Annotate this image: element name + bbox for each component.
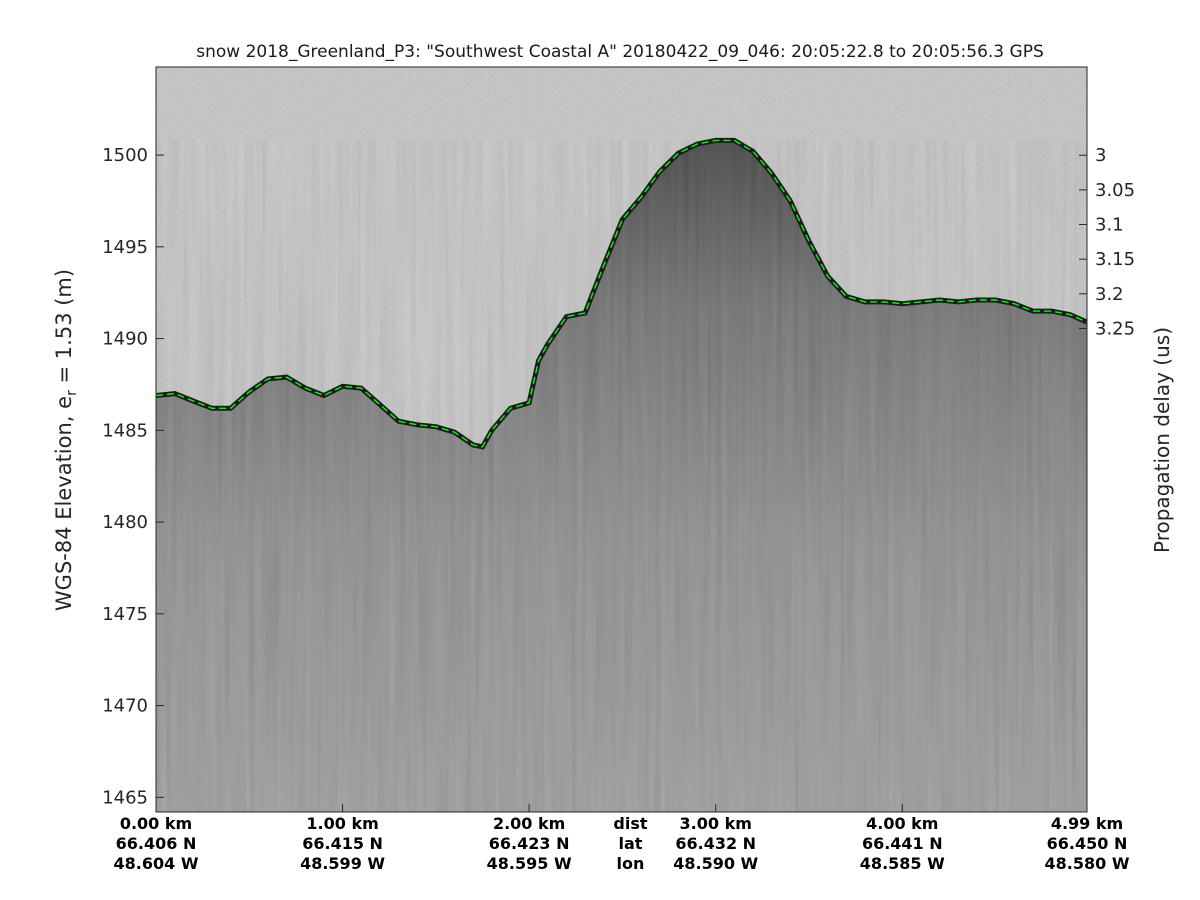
left-tick-label: 1500: [102, 145, 148, 166]
left-tick-label: 1485: [102, 420, 148, 441]
x-tick-lat-label: 66.441 N: [862, 834, 943, 853]
right-tick-label: 3.25: [1095, 318, 1135, 339]
x-tick-lat-label: 66.423 N: [489, 834, 570, 853]
x-tick-dist-label: 3.00 km: [680, 814, 752, 833]
x-tick-lat-label: 66.415 N: [302, 834, 383, 853]
x-tick-dist-label: 4.99 km: [1051, 814, 1123, 833]
x-tick-lon-label: 48.580 W: [1045, 854, 1130, 873]
x-tick-lon-label: 48.585 W: [860, 854, 945, 873]
left-tick-label: 1480: [102, 512, 148, 533]
x-tick-lon-label: 48.599 W: [300, 854, 385, 873]
x-tick-dist-label: 1.00 km: [306, 814, 378, 833]
left-axis: 1465 1470 1475 1480 1485 1490 1495 1500: [102, 145, 164, 808]
right-axis: 3 3.05 3.1 3.15 3.2 3.25: [1079, 145, 1135, 339]
subsurface-streaks: [156, 140, 1087, 812]
y-axis-label-right: Propagation delay (us): [1150, 326, 1174, 554]
x-row-label-lat: lat: [618, 834, 642, 853]
left-tick-label: 1490: [102, 329, 148, 350]
y-axis-label-left: WGS-84 Elevation, er = 1.53 (m): [51, 268, 81, 612]
right-tick-label: 3: [1095, 145, 1106, 166]
right-tick-label: 3.2: [1095, 284, 1124, 305]
right-tick-label: 3.05: [1095, 180, 1135, 201]
x-tick-dist-label: 4.00 km: [866, 814, 938, 833]
x-tick-lat-label: 66.432 N: [675, 834, 756, 853]
x-row-label-lon: lon: [616, 854, 644, 873]
x-tick-lon-label: 48.590 W: [673, 854, 758, 873]
x-row-label-dist: dist: [613, 814, 647, 833]
x-tick-dist-label: 0.00 km: [120, 814, 192, 833]
x-tick-lon-label: 48.604 W: [114, 854, 199, 873]
left-tick-label: 1495: [102, 237, 148, 258]
right-tick-label: 3.1: [1095, 215, 1124, 236]
x-tick-lon-label: 48.595 W: [487, 854, 572, 873]
surface-layer-line: [156, 139, 1087, 448]
chart-title: snow 2018_Greenland_P3: "Southwest Coast…: [196, 42, 1044, 62]
x-tick-dist-label: 2.00 km: [493, 814, 565, 833]
left-tick-label: 1465: [102, 787, 148, 808]
left-tick-label: 1475: [102, 604, 148, 625]
x-tick-lat-label: 66.450 N: [1047, 834, 1128, 853]
x-tick-lat-label: 66.406 N: [116, 834, 197, 853]
axes-frame: [155, 66, 1088, 813]
right-tick-label: 3.15: [1095, 249, 1135, 270]
left-tick-label: 1470: [102, 696, 148, 717]
